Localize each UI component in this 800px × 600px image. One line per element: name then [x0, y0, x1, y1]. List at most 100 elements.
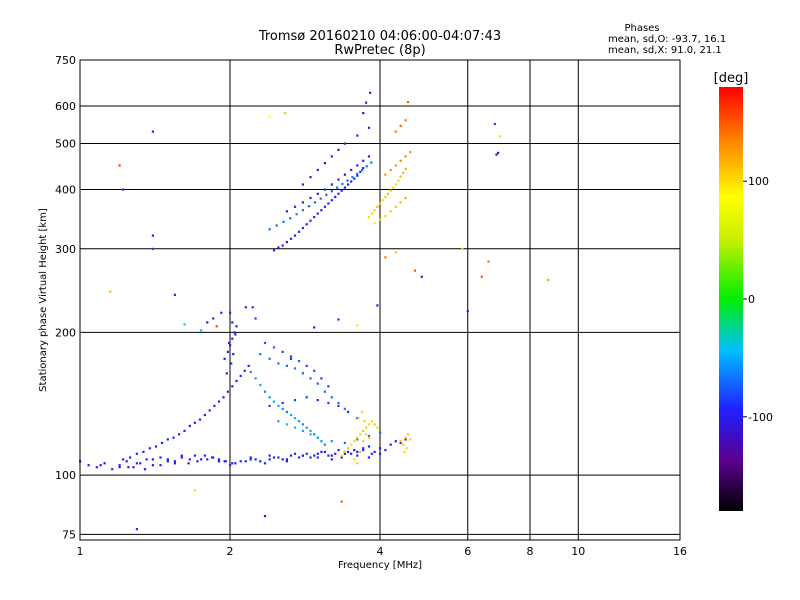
data-point [301, 372, 304, 375]
data-point [183, 429, 186, 432]
data-point [356, 134, 359, 137]
data-point [135, 452, 138, 455]
data-point [387, 192, 390, 195]
data-point [244, 460, 247, 463]
data-point [305, 452, 308, 455]
chart-title: Tromsø 20160210 04:06:00-04:07:43 [258, 29, 501, 44]
data-point [193, 421, 196, 424]
data-point [183, 323, 186, 326]
data-point [293, 426, 297, 429]
data-point [109, 290, 112, 293]
data-point [379, 452, 382, 455]
x-tick-label: 2 [227, 545, 234, 558]
data-point [343, 450, 346, 453]
data-point [367, 434, 371, 438]
data-point [254, 317, 257, 320]
data-point [316, 436, 319, 439]
data-point [359, 170, 362, 173]
data-point [289, 357, 293, 360]
data-point [365, 165, 368, 168]
data-point [231, 385, 234, 388]
data-point [359, 450, 362, 453]
data-point [384, 173, 387, 176]
data-point [498, 135, 501, 138]
data-point [285, 458, 288, 461]
data-point [487, 260, 490, 263]
x-axis-label: Frequency [MHz] [338, 560, 422, 571]
data-point [394, 205, 397, 208]
data-point [249, 371, 252, 374]
data-point [394, 164, 397, 167]
data-point [373, 209, 376, 212]
data-point [172, 436, 175, 439]
data-point [337, 178, 340, 181]
data-point [337, 404, 340, 407]
data-point [188, 458, 191, 461]
data-point [359, 433, 362, 436]
data-point [353, 449, 356, 452]
data-point [319, 197, 322, 200]
data-point [343, 186, 346, 189]
data-point [356, 417, 359, 420]
data-point [249, 458, 252, 461]
data-point [282, 220, 285, 223]
x-tick-label: 16 [673, 545, 687, 558]
data-point [230, 362, 233, 365]
data-point [293, 205, 297, 208]
data-point [379, 218, 382, 221]
data-point [466, 309, 469, 312]
data-point [166, 438, 169, 441]
data-point [330, 155, 333, 158]
data-point [353, 458, 356, 461]
data-point [151, 464, 154, 467]
data-point [226, 390, 229, 393]
data-point [404, 436, 407, 439]
data-point [309, 219, 312, 222]
data-point [362, 167, 365, 170]
data-point [313, 369, 316, 372]
data-point [376, 205, 379, 208]
x-tick-label: 6 [464, 545, 471, 558]
data-point [356, 454, 359, 457]
colorbar [719, 87, 743, 511]
data-point [178, 433, 181, 436]
data-point [135, 528, 138, 531]
data-point [367, 445, 371, 448]
data-point [379, 447, 382, 450]
data-point [399, 175, 402, 178]
data-point [268, 228, 271, 231]
data-point [222, 396, 225, 399]
data-point [118, 164, 121, 167]
data-point [497, 151, 500, 154]
data-point [297, 230, 301, 233]
data-point [343, 173, 346, 176]
data-point [277, 246, 280, 249]
data-point [327, 454, 330, 457]
data-point [316, 399, 319, 402]
data-point [301, 429, 304, 432]
data-point [305, 396, 308, 399]
data-point [217, 458, 221, 461]
data-point [389, 168, 392, 172]
data-point [268, 396, 271, 399]
data-point [340, 500, 343, 503]
data-point [323, 390, 326, 393]
data-point [327, 401, 330, 405]
data-point [397, 179, 400, 182]
data-point [323, 188, 326, 191]
data-point [316, 452, 319, 455]
data-point [95, 466, 98, 469]
data-point [212, 456, 215, 459]
data-point [281, 407, 284, 410]
data-point [367, 436, 371, 439]
data-point [151, 234, 154, 237]
info-title: Phases [624, 23, 659, 34]
data-point [327, 202, 330, 205]
data-point [281, 458, 284, 461]
data-point [343, 441, 346, 444]
data-point [409, 438, 412, 441]
data-point [289, 237, 293, 240]
data-point [341, 182, 344, 186]
data-point [289, 355, 293, 358]
data-point [188, 424, 191, 428]
